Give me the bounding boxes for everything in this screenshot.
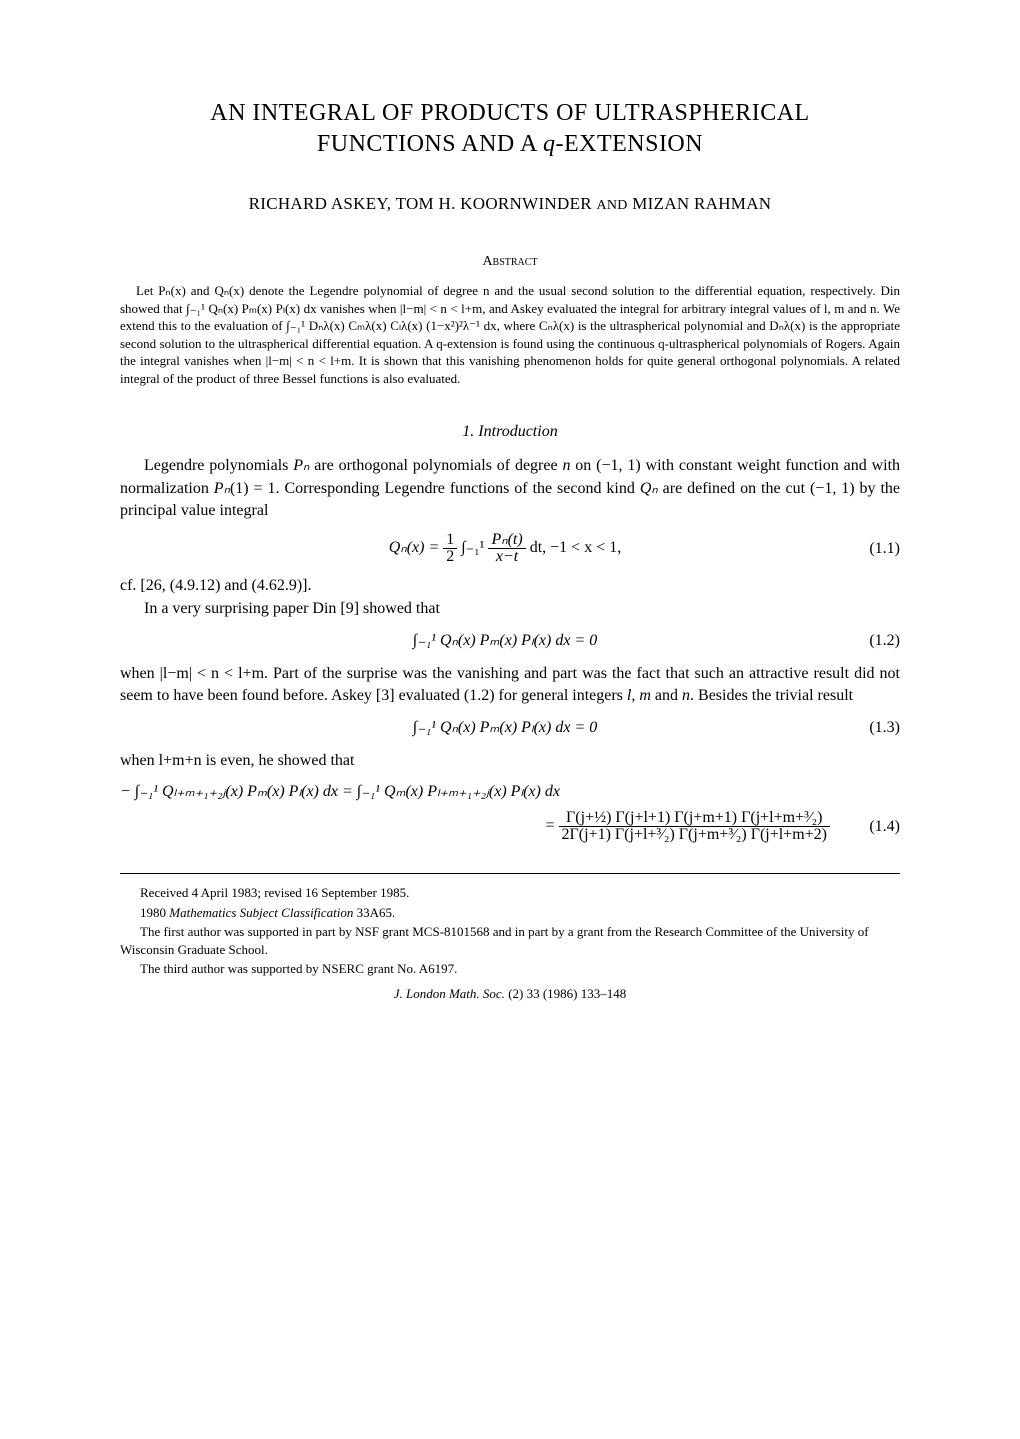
equation-1-2: ∫₋₁¹ Qₙ(x) Pₘ(x) Pₗ(x) dx = 0 (1.2) — [120, 630, 900, 652]
equation-1-3-body: ∫₋₁¹ Qₙ(x) Pₘ(x) Pₗ(x) dx = 0 — [160, 717, 850, 739]
abstract-heading: Abstract — [120, 254, 900, 270]
paragraph-3: In a very surprising paper Din [9] showe… — [120, 598, 900, 620]
authors-line: RICHARD ASKEY, TOM H. KOORNWINDER AND MI… — [120, 194, 900, 214]
footnote-author1-support: The first author was supported in part b… — [120, 923, 900, 958]
footnote-rule — [120, 873, 900, 874]
equation-1-2-number: (1.2) — [850, 630, 900, 652]
paragraph-5: when l+m+n is even, he showed that — [120, 750, 900, 772]
equation-1-4-line1: − ∫₋₁¹ Qₗ₊ₘ₊₁₊₂ⱼ(x) Pₘ(x) Pₗ(x) dx = ∫₋₁… — [120, 780, 900, 804]
equation-1-3: ∫₋₁¹ Qₙ(x) Pₘ(x) Pₗ(x) dx = 0 (1.3) — [120, 717, 900, 739]
paper-title-line2: FUNCTIONS AND A q-EXTENSION — [120, 131, 900, 158]
section-1-heading: 1. Introduction — [120, 423, 900, 441]
abstract-body: Let Pₙ(x) and Qₙ(x) denote the Legendre … — [120, 282, 900, 387]
journal-citation: J. London Math. Soc. (2) 33 (1986) 133–1… — [120, 986, 900, 1002]
equation-1-3-number: (1.3) — [850, 717, 900, 739]
authors-suffix: MIZAN RAHMAN — [628, 194, 772, 213]
equation-1-4-line2: = Γ(j+½) Γ(j+l+1) Γ(j+m+1) Γ(j+l+m+³⁄₂)2… — [160, 810, 850, 843]
paragraph-2: cf. [26, (4.9.12) and (4.62.9)]. — [120, 575, 900, 597]
paragraph-1: Legendre polynomials Pₙ are orthogonal p… — [120, 455, 900, 522]
equation-1-4: − ∫₋₁¹ Qₗ₊ₘ₊₁₊₂ⱼ(x) Pₘ(x) Pₗ(x) dx = ∫₋₁… — [120, 780, 900, 843]
paper-title-line1: AN INTEGRAL OF PRODUCTS OF ULTRASPHERICA… — [120, 100, 900, 127]
equation-1-1-number: (1.1) — [850, 538, 900, 560]
body-text: Legendre polynomials Pₙ are orthogonal p… — [120, 455, 900, 843]
authors-and: AND — [596, 198, 627, 213]
equation-1-2-body: ∫₋₁¹ Qₙ(x) Pₘ(x) Pₗ(x) dx = 0 — [160, 630, 850, 652]
footnote-author3-support: The third author was supported by NSERC … — [120, 960, 900, 978]
title-text: FUNCTIONS AND A q-EXTENSION — [317, 131, 703, 157]
footnotes: Received 4 April 1983; revised 16 Septem… — [120, 884, 900, 978]
paragraph-4: when |l−m| < n < l+m. Part of the surpri… — [120, 663, 900, 708]
page-container: AN INTEGRAL OF PRODUCTS OF ULTRASPHERICA… — [0, 0, 1020, 1062]
abstract-text: Let Pₙ(x) and Qₙ(x) denote the Legendre … — [120, 282, 900, 387]
equation-1-1-body: Qₙ(x) = 12 ∫₋₁¹ Pₙ(t)x−t dt, −1 < x < 1, — [160, 532, 850, 565]
authors-prefix: RICHARD ASKEY, TOM H. KOORNWINDER — [249, 194, 597, 213]
footnote-received: Received 4 April 1983; revised 16 Septem… — [120, 884, 900, 902]
equation-1-4-number: (1.4) — [850, 815, 900, 839]
footnote-msc: 1980 Mathematics Subject Classification … — [120, 904, 900, 922]
equation-1-1: Qₙ(x) = 12 ∫₋₁¹ Pₙ(t)x−t dt, −1 < x < 1,… — [120, 532, 900, 565]
